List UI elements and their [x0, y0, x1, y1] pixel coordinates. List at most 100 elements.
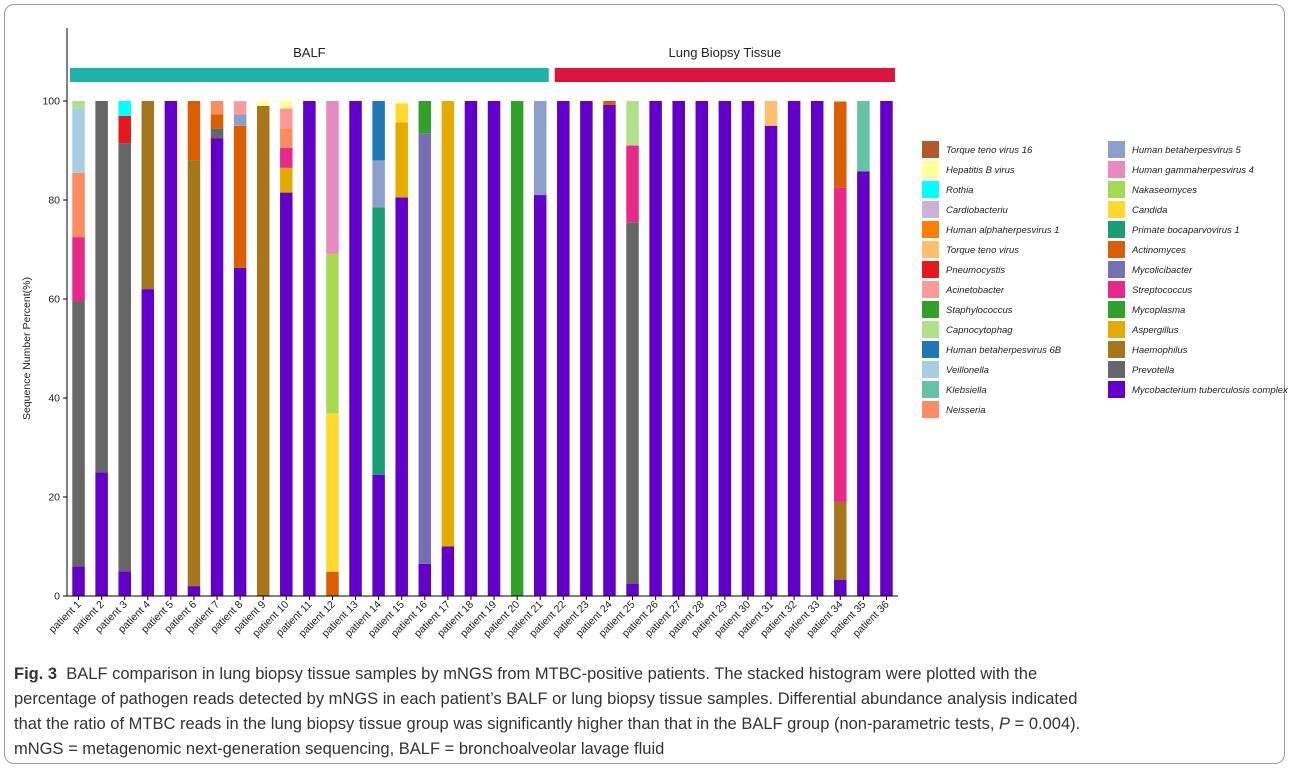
legend-label: Hepatitis B virus	[946, 165, 1015, 176]
legend-swatch	[1108, 221, 1125, 238]
bar-segment	[72, 566, 85, 596]
bar-segment	[326, 571, 339, 596]
legend-swatch	[922, 181, 939, 198]
group-label-1: Lung Biopsy Tissue	[669, 45, 782, 60]
bar-segment	[164, 101, 178, 596]
legend-label: Rothia	[946, 185, 973, 196]
bar-segment	[372, 160, 385, 208]
bar-segment	[280, 108, 293, 129]
legend-label: Aspergillus	[1131, 325, 1179, 336]
bar-segment	[280, 101, 293, 109]
legend-label: Prevotella	[1132, 365, 1174, 376]
bar-segment	[441, 546, 455, 596]
legend-label: Mycolicibacter	[1132, 265, 1193, 276]
bar-segment	[72, 108, 85, 173]
legend-label: Primate bocaparvovirus 1	[1132, 225, 1240, 236]
legend-label: Staphylococcus	[946, 305, 1013, 316]
legend-swatch	[1108, 181, 1125, 198]
p-symbol: P	[999, 715, 1011, 733]
bar-segment	[834, 501, 847, 580]
bar-segment	[857, 171, 870, 597]
bar-segment	[187, 101, 201, 161]
bar-segment	[464, 101, 478, 596]
bar-segment	[233, 267, 247, 596]
bar-segment	[603, 101, 616, 102]
bar-segment	[510, 101, 524, 596]
legend-label: Human alphaherpesvirus 1	[946, 225, 1060, 236]
legend-swatch	[1108, 321, 1125, 338]
bar-segment	[210, 138, 224, 596]
bar-segment	[72, 101, 85, 109]
bar-segment	[626, 101, 639, 146]
legend-label: Human betaherpesvirus 6B	[946, 345, 1062, 356]
bar-segment	[787, 101, 801, 596]
legend-label: Acinetobacter	[945, 285, 1005, 296]
bar-segment	[580, 101, 593, 596]
bar-segment	[672, 101, 685, 596]
y-tick-label: 20	[48, 492, 60, 504]
bar-segment	[210, 101, 224, 115]
group-bar-1	[554, 68, 895, 82]
bar-segment	[880, 101, 893, 596]
bar-segment	[372, 474, 385, 596]
bar-segment	[418, 563, 432, 596]
bar-segment	[718, 101, 732, 596]
legend-swatch	[922, 261, 939, 278]
legend-swatch	[1108, 201, 1125, 218]
legend-label: Nakaseomyces	[1132, 185, 1197, 196]
legend-swatch	[922, 161, 939, 178]
bar-segment	[764, 125, 778, 596]
legend-swatch	[1108, 281, 1125, 298]
bar-segment	[418, 133, 432, 564]
bar-segment	[303, 101, 316, 596]
legend-label: Haemophilus	[1132, 345, 1188, 356]
bar-segment	[695, 101, 709, 596]
bar-segment	[326, 101, 339, 254]
legend-swatch	[922, 141, 939, 158]
y-tick-label: 80	[48, 195, 60, 207]
bar-segment	[233, 102, 247, 115]
bar-segment	[441, 101, 455, 547]
bar-segment	[834, 579, 847, 596]
caption-line-1: Fig. 3 BALF comparison in lung biopsy ti…	[14, 662, 1280, 687]
legend-swatch	[922, 321, 939, 338]
legend-label: Torque teno virus	[946, 245, 1019, 256]
bar-segment	[626, 145, 639, 223]
bar-segment	[834, 187, 847, 502]
legend-swatch	[1108, 301, 1125, 318]
legend-label: Mycoplasma	[1132, 305, 1185, 316]
bar-segment	[626, 222, 639, 584]
y-tick-label: 60	[48, 294, 60, 306]
legend-label: Human gammaherpesvirus 4	[1132, 165, 1254, 176]
bar-segment	[834, 101, 847, 188]
bar-segment	[233, 114, 247, 126]
bar-segment	[118, 115, 131, 144]
legend-label: Torque teno virus 16	[946, 145, 1033, 156]
legend-label: Klebsiella	[946, 385, 987, 396]
caption-text-1: BALF comparison in lung biopsy tissue sa…	[66, 665, 1038, 683]
bar-segment	[418, 101, 432, 134]
bar-segment	[256, 101, 270, 106]
legend-swatch	[922, 281, 939, 298]
bar-segment	[280, 167, 293, 193]
bar-segment	[603, 104, 616, 597]
bar-segment	[395, 197, 408, 596]
figure-label: Fig. 3	[14, 665, 58, 683]
bar-segment	[95, 472, 108, 596]
legend-swatch	[1108, 161, 1125, 178]
bar-segment	[395, 101, 408, 104]
legend-swatch	[922, 341, 939, 358]
bar-segment	[256, 105, 270, 596]
legend-label: Capnocytophag	[946, 325, 1013, 336]
legend-swatch	[1108, 361, 1125, 378]
bar-segment	[557, 101, 570, 596]
legend-label: Mycobacterium tuberculosis complex	[1132, 385, 1289, 396]
bar-segment	[326, 413, 339, 572]
legend-label: Neisseria	[946, 405, 986, 416]
bar-segment	[372, 207, 385, 475]
bar-segment	[141, 101, 155, 290]
bar-segment	[280, 148, 293, 168]
legend-swatch	[922, 381, 939, 398]
legend-swatch	[1108, 381, 1125, 398]
caption-text-3b: = 0.004).	[1010, 715, 1081, 733]
